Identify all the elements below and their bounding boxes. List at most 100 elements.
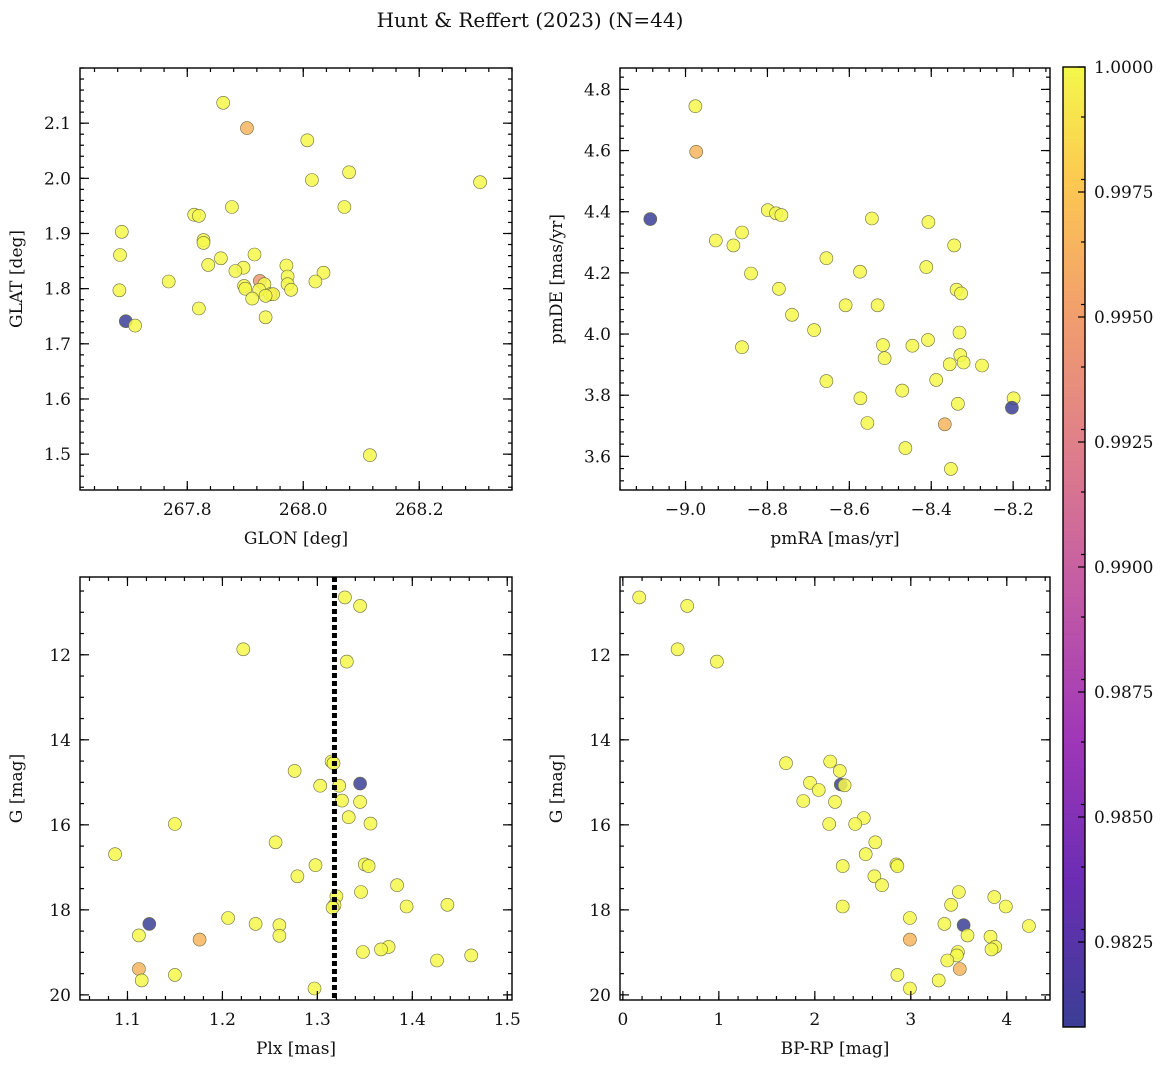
data-point (245, 291, 259, 306)
data-point (867, 869, 882, 884)
data-point (832, 764, 847, 778)
data-point (984, 942, 999, 957)
data-point (779, 756, 793, 771)
data-point (858, 847, 873, 862)
x-tick-label: −8.6 (829, 500, 870, 520)
y-tick-label: 4.6 (584, 142, 611, 162)
x-tick-label: 2 (809, 1010, 820, 1030)
data-point (341, 810, 356, 825)
data-point (228, 264, 243, 278)
data-point (473, 175, 487, 189)
data-point (903, 932, 917, 947)
data-point (944, 462, 958, 476)
data-point (811, 783, 826, 797)
data-point (860, 416, 875, 430)
data-point (339, 654, 354, 669)
y-tick-label: 3.8 (584, 386, 611, 406)
data-point (876, 338, 890, 352)
y-tick-label: 4.0 (584, 325, 611, 345)
data-point (374, 942, 388, 957)
data-point (680, 599, 695, 613)
data-point (951, 885, 966, 899)
colorbar: 0.9825 0.9850 0.9875 0.9900 0.9925 0.9950 0.99… (1062, 58, 1153, 1028)
x-tick-label: 0 (617, 1010, 628, 1030)
data-point (115, 225, 129, 239)
y-tick-label: 1.5 (44, 445, 71, 465)
data-point (890, 968, 905, 982)
data-point (931, 973, 946, 988)
data-point (975, 358, 989, 373)
data-point (248, 917, 263, 931)
data-point (236, 642, 251, 657)
data-point (192, 301, 206, 316)
data-point (947, 238, 962, 253)
x-tick-label: 4 (1001, 1010, 1012, 1030)
data-point (221, 911, 235, 925)
x-tick-label: −8.2 (993, 500, 1034, 520)
data-point (796, 794, 811, 808)
data-point (214, 251, 228, 266)
x-tick-label: −8.8 (747, 500, 788, 520)
data-point (134, 973, 149, 988)
data-point (142, 917, 157, 931)
colorbar-frame (1062, 66, 1086, 1028)
colorbar-tick-label: 0.9925 (1094, 433, 1153, 453)
data-point (890, 859, 905, 873)
data-point (835, 899, 850, 914)
data-point (342, 165, 356, 180)
data-point (921, 333, 935, 347)
data-point (835, 859, 850, 873)
y-tick-label: 20 (49, 986, 71, 1006)
data-point (335, 793, 349, 808)
colorbar-tick-label: 0.9850 (1094, 808, 1153, 828)
x-axis-label: BP-RP [mag] (781, 1039, 890, 1059)
data-point (290, 869, 305, 884)
data-point (895, 383, 910, 398)
data-point (284, 282, 298, 297)
x-tick-label: 268.2 (395, 500, 444, 520)
data-point (688, 99, 703, 113)
data-point (853, 391, 868, 406)
data-point (353, 795, 367, 809)
data-point (337, 200, 352, 214)
x-tick-label: 1.1 (114, 1010, 141, 1030)
data-point (951, 396, 965, 411)
data-point (954, 286, 968, 301)
x-axis-label: Plx [mas] (256, 1039, 336, 1059)
data-point (735, 340, 749, 355)
data-point (744, 266, 758, 281)
data-point (865, 211, 879, 226)
data-point (921, 215, 936, 229)
data-point (272, 928, 287, 943)
data-point (168, 968, 182, 982)
data-point (837, 778, 852, 793)
x-tick-label: 3 (905, 1010, 916, 1030)
data-point (440, 897, 455, 912)
data-point (708, 233, 723, 248)
data-point (828, 795, 842, 809)
data-point (632, 590, 647, 605)
data-point (710, 654, 724, 669)
y-tick-label: 2.0 (44, 169, 71, 189)
data-point (670, 642, 685, 657)
y-tick-label: 1.6 (44, 390, 71, 410)
data-point (937, 917, 952, 931)
data-point (258, 310, 273, 325)
data-point (307, 981, 322, 996)
y-tick-label: 4.8 (584, 80, 611, 100)
y-tick-label: 1.8 (44, 280, 71, 300)
data-point (1005, 400, 1019, 415)
data-point (819, 374, 834, 388)
data-point (823, 754, 838, 769)
data-point (353, 776, 367, 791)
data-point (258, 288, 273, 303)
data-point (247, 247, 262, 262)
data-point (942, 357, 957, 372)
y-tick-label: 16 (589, 816, 611, 836)
y-tick-label: 14 (49, 731, 71, 751)
data-point (1022, 919, 1036, 933)
data-point (196, 236, 211, 250)
data-point (168, 817, 182, 831)
data-point (316, 265, 331, 280)
